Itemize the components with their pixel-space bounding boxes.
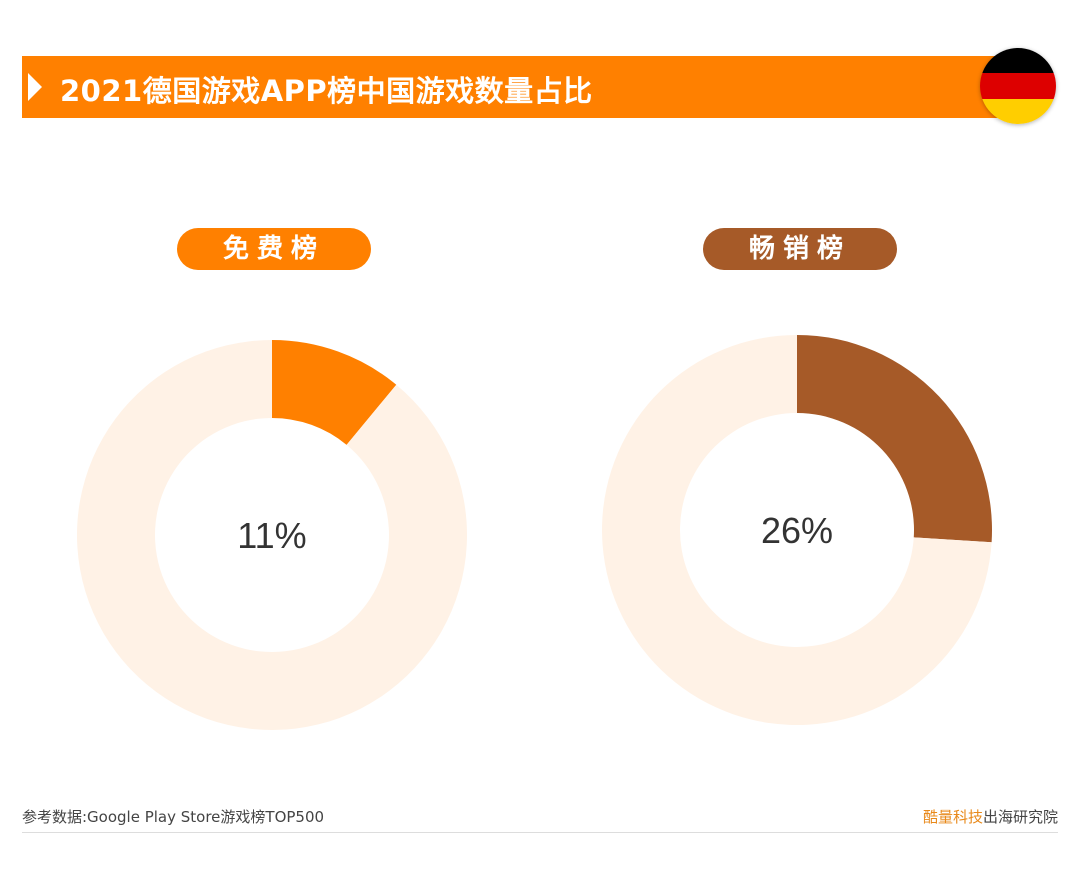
percent-label: 11% xyxy=(237,515,306,556)
donut-slice-china xyxy=(272,340,397,445)
donut-slice-other xyxy=(602,335,992,725)
grossing-chart-title: 畅销榜 xyxy=(703,228,897,270)
donut-slice-other xyxy=(76,340,467,730)
brand-name: 酷量科技 xyxy=(922,808,983,826)
percent-label: 26% xyxy=(761,510,833,551)
divider xyxy=(22,832,1058,833)
page-title: 2021德国游戏APP榜中国游戏数量占比 xyxy=(60,74,593,108)
arrow-icon xyxy=(28,73,42,101)
source-note: 参考数据:Google Play Store游戏榜TOP500 xyxy=(22,808,325,826)
free-chart-title: 免费榜 xyxy=(177,228,371,270)
donut-slice-china xyxy=(797,335,992,543)
org-name: 出海研究院 xyxy=(982,808,1058,826)
title-banner: 2021德国游戏APP榜中国游戏数量占比 xyxy=(22,56,1012,118)
credit: 酷量科技出海研究院 xyxy=(923,806,1058,827)
